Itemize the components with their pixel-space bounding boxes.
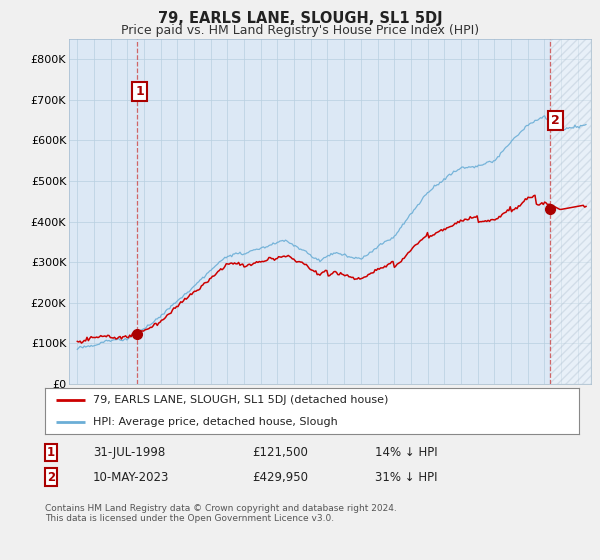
Text: 31% ↓ HPI: 31% ↓ HPI	[375, 470, 437, 484]
Text: £429,950: £429,950	[252, 470, 308, 484]
Text: 31-JUL-1998: 31-JUL-1998	[93, 446, 165, 459]
Text: Contains HM Land Registry data © Crown copyright and database right 2024.
This d: Contains HM Land Registry data © Crown c…	[45, 504, 397, 524]
Text: 79, EARLS LANE, SLOUGH, SL1 5DJ (detached house): 79, EARLS LANE, SLOUGH, SL1 5DJ (detache…	[93, 395, 388, 405]
Text: Price paid vs. HM Land Registry's House Price Index (HPI): Price paid vs. HM Land Registry's House …	[121, 24, 479, 37]
Text: 1: 1	[47, 446, 55, 459]
Text: 14% ↓ HPI: 14% ↓ HPI	[375, 446, 437, 459]
Text: 2: 2	[551, 114, 560, 127]
Text: £121,500: £121,500	[252, 446, 308, 459]
Text: 79, EARLS LANE, SLOUGH, SL1 5DJ: 79, EARLS LANE, SLOUGH, SL1 5DJ	[158, 11, 442, 26]
Text: 1: 1	[135, 85, 144, 99]
Text: 10-MAY-2023: 10-MAY-2023	[93, 470, 169, 484]
Text: HPI: Average price, detached house, Slough: HPI: Average price, detached house, Slou…	[93, 417, 338, 427]
Bar	[550, 39, 591, 384]
Text: 2: 2	[47, 470, 55, 484]
